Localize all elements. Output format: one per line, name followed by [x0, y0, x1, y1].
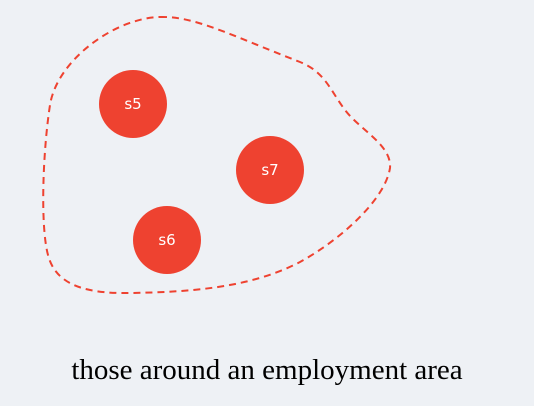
node-s7-circle — [236, 136, 304, 204]
node-s6: s6 — [133, 206, 201, 274]
node-s5-label: s5 — [124, 95, 141, 113]
node-s6-circle — [133, 206, 201, 274]
node-s6-label: s6 — [158, 231, 175, 249]
diagram-caption: those around an employment area — [71, 354, 463, 386]
cluster-diagram: s5 s7 s6 — [42, 15, 392, 295]
node-s7: s7 — [236, 136, 304, 204]
node-s5-circle — [99, 70, 167, 138]
node-s7-label: s7 — [261, 161, 278, 179]
cluster-boundary — [42, 15, 392, 295]
node-s5: s5 — [99, 70, 167, 138]
